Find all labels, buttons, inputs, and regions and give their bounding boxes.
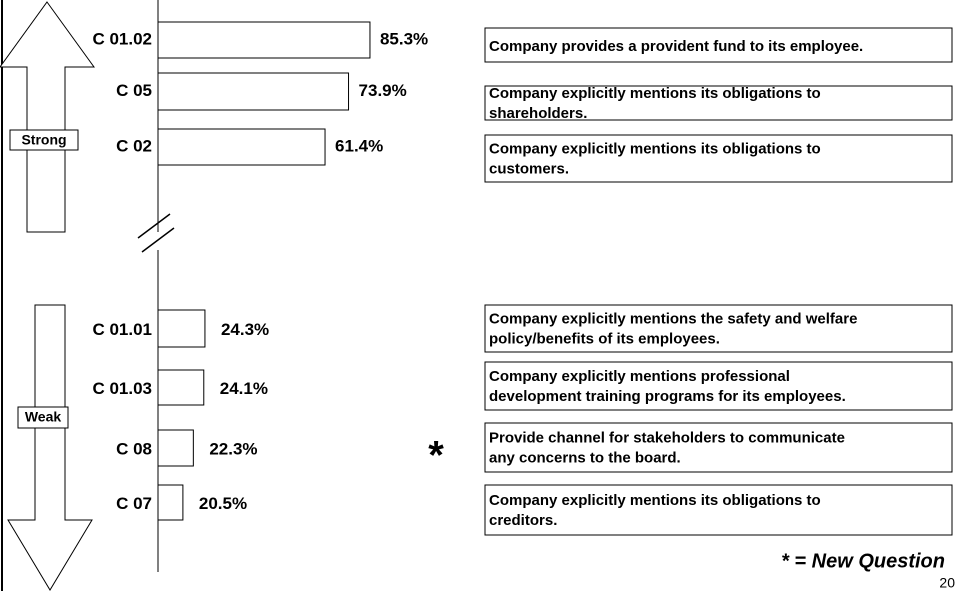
category-label: C 01.01 <box>92 320 152 339</box>
category-label: C 07 <box>116 494 152 513</box>
description-text: Company provides a provident fund to its… <box>489 38 863 55</box>
bar <box>157 309 206 348</box>
description-box <box>484 422 953 473</box>
category-label: C 01.02 <box>92 29 152 48</box>
bar <box>157 429 194 467</box>
note: * = New Question <box>781 550 945 572</box>
description-text: development training programs for its em… <box>489 388 846 405</box>
description-text: Company explicitly mentions its obligati… <box>489 140 821 157</box>
description-text: policy/benefits of its employees. <box>489 330 720 347</box>
bar <box>157 21 371 59</box>
value-label: 22.3% <box>209 439 257 458</box>
strong-box <box>9 129 79 151</box>
page-number: 20 <box>939 575 955 591</box>
weak-label: Weak <box>25 409 62 425</box>
category-label: C 01.03 <box>92 379 152 398</box>
description-text: Company explicitly mentions professional <box>489 368 790 385</box>
value-label: 73.9% <box>359 81 407 100</box>
description-text: any concerns to the board. <box>489 449 681 466</box>
bar <box>157 484 184 521</box>
category-label: C 05 <box>116 81 152 100</box>
category-label: C 02 <box>116 136 152 155</box>
axis-break <box>141 227 175 253</box>
axis-break <box>137 213 171 239</box>
description-box <box>484 134 953 183</box>
value-label: 20.5% <box>199 494 247 513</box>
value-label: 24.1% <box>220 379 268 398</box>
new-question-marker: * <box>428 434 444 478</box>
weak-box <box>17 406 69 429</box>
bar <box>157 72 350 111</box>
description-box <box>484 27 953 63</box>
description-text: Company explicitly mentions its obligati… <box>489 492 821 509</box>
bar <box>157 369 205 406</box>
description-text: creditors. <box>489 512 557 529</box>
bar <box>157 128 326 166</box>
description-text: Provide channel for stakeholders to comm… <box>489 429 845 446</box>
strong-label: Strong <box>21 132 66 148</box>
description-box <box>484 304 953 353</box>
description-box <box>484 484 953 536</box>
value-label: 61.4% <box>335 136 383 155</box>
value-label: 85.3% <box>380 29 428 48</box>
description-text: shareholders. <box>489 105 587 122</box>
weak-arrow <box>7 304 93 591</box>
description-box <box>484 361 953 411</box>
category-label: C 08 <box>116 439 152 458</box>
description-text: Company explicitly mentions its obligati… <box>489 85 821 102</box>
description-text: customers. <box>489 160 569 177</box>
value-label: 24.3% <box>221 320 269 339</box>
strong-arrow <box>0 1 95 233</box>
description-text: Company explicitly mentions the safety a… <box>489 310 857 327</box>
description-box <box>484 85 953 121</box>
